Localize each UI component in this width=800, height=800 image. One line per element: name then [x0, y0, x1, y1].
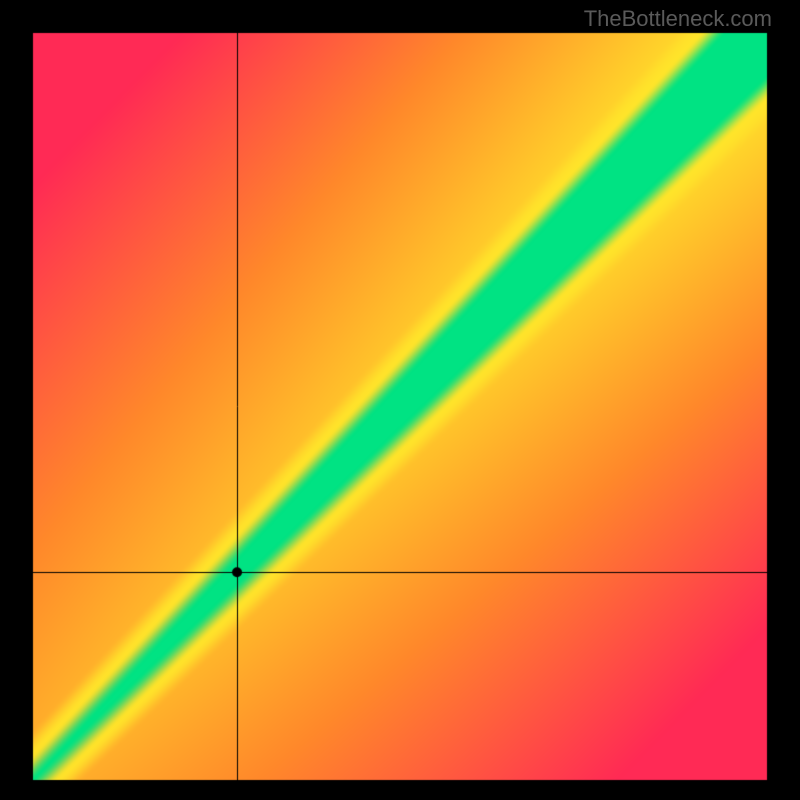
chart-container: TheBottleneck.com: [0, 0, 800, 800]
bottleneck-heatmap: [0, 0, 800, 800]
watermark-text: TheBottleneck.com: [584, 6, 772, 32]
